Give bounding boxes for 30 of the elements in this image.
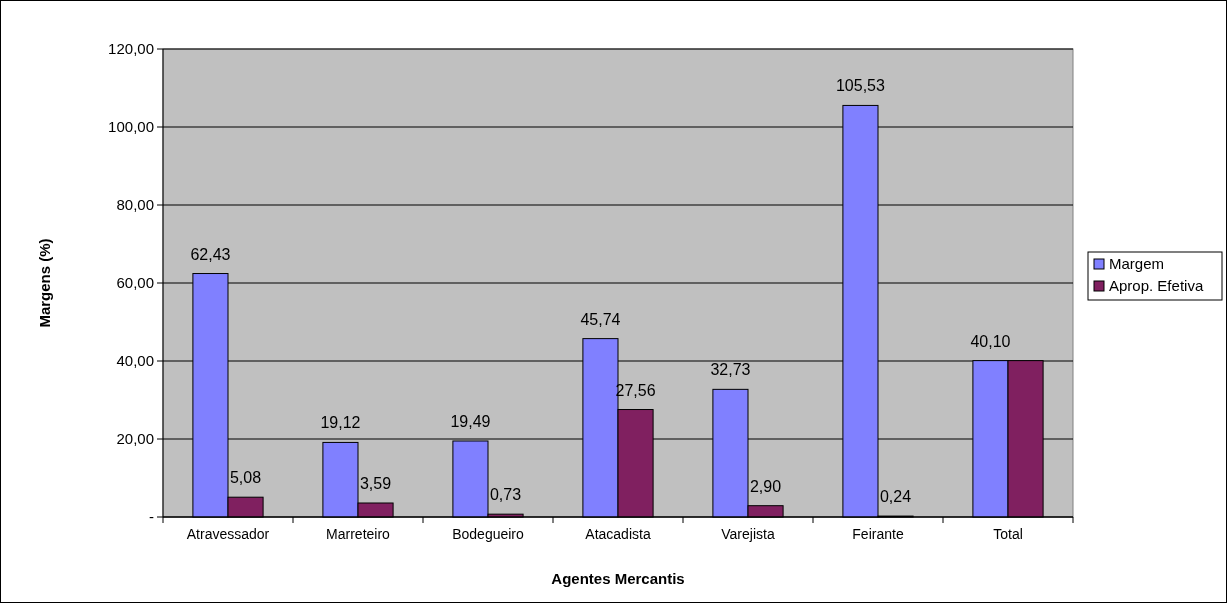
data-label: 2,90 [749,477,782,495]
legend-label: Aprop. Efetiva [1109,277,1204,294]
data-label: 19,49 [450,412,491,430]
x-tick-label: Atravessador [186,526,270,542]
data-label: 0,73 [489,486,522,504]
data-label: 0,24 [879,488,912,506]
x-tick-label: Varejista [721,526,775,542]
x-tick-label: Atacadista [585,526,651,542]
x-tick-label: Bodegueiro [452,526,525,542]
y-tick-label: - [149,508,154,525]
y-tick-label: 100,00 [108,118,154,135]
data-label: 62,43 [190,245,231,263]
x-tick-label: Feirante [852,526,904,542]
y-tick-label: 20,00 [116,430,154,447]
y-tick-label: 120,00 [108,40,154,57]
data-label: 105,53 [835,77,886,95]
data-label: 32,73 [710,361,751,379]
data-label: 5,08 [229,469,262,487]
data-label: 40,10 [970,332,1011,350]
data-label: 45,74 [580,310,621,328]
data-label: 3,59 [359,475,392,492]
y-tick-label: 60,00 [116,274,154,291]
x-tick-label: Marreteiro [326,526,391,542]
y-axis-title: Margens (%) [36,238,53,328]
y-tick-label: 80,00 [116,196,154,213]
x-axis-title: Agentes Mercantis [551,570,685,587]
y-tick-label: 40,00 [116,352,154,369]
x-tick-label: Total [993,526,1023,542]
data-label: 19,12 [320,414,361,432]
legend-label: Margem [1109,255,1165,272]
